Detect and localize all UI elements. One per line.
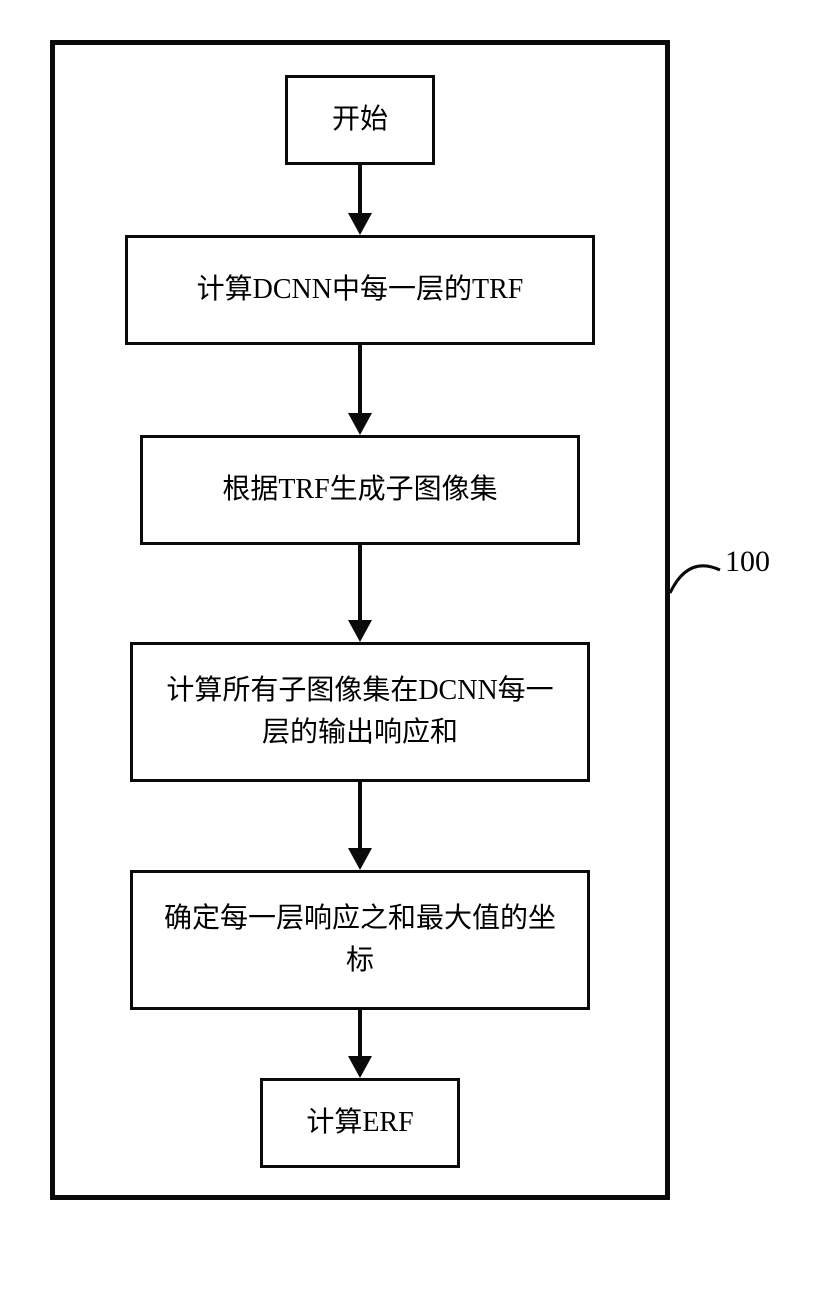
flowchart-node-max: 确定每一层响应之和最大值的坐标 (130, 870, 590, 1010)
flowchart-node-response: 计算所有子图像集在DCNN每一层的输出响应和 (130, 642, 590, 782)
flowchart-node-subimages: 根据TRF生成子图像集 (140, 435, 580, 545)
flowchart-arrow (340, 782, 380, 872)
flowchart-node-erf: 计算ERF (260, 1078, 460, 1168)
flowchart-node-trf: 计算DCNN中每一层的TRF (125, 235, 595, 345)
node-label: 开始 (332, 99, 388, 141)
node-label: 计算所有子图像集在DCNN每一层的输出响应和 (153, 670, 567, 754)
flowchart-arrow (340, 165, 380, 237)
flowchart-node-start: 开始 (285, 75, 435, 165)
reference-label: 100 (725, 545, 770, 579)
node-label: 确定每一层响应之和最大值的坐标 (153, 898, 567, 982)
reference-curve (668, 555, 728, 600)
node-label: 根据TRF生成子图像集 (222, 469, 497, 511)
flowchart-arrow (340, 1010, 380, 1080)
flowchart-arrow (340, 345, 380, 437)
node-label: 计算DCNN中每一层的TRF (197, 269, 524, 311)
flowchart-arrow (340, 545, 380, 645)
node-label: 计算ERF (306, 1102, 413, 1144)
